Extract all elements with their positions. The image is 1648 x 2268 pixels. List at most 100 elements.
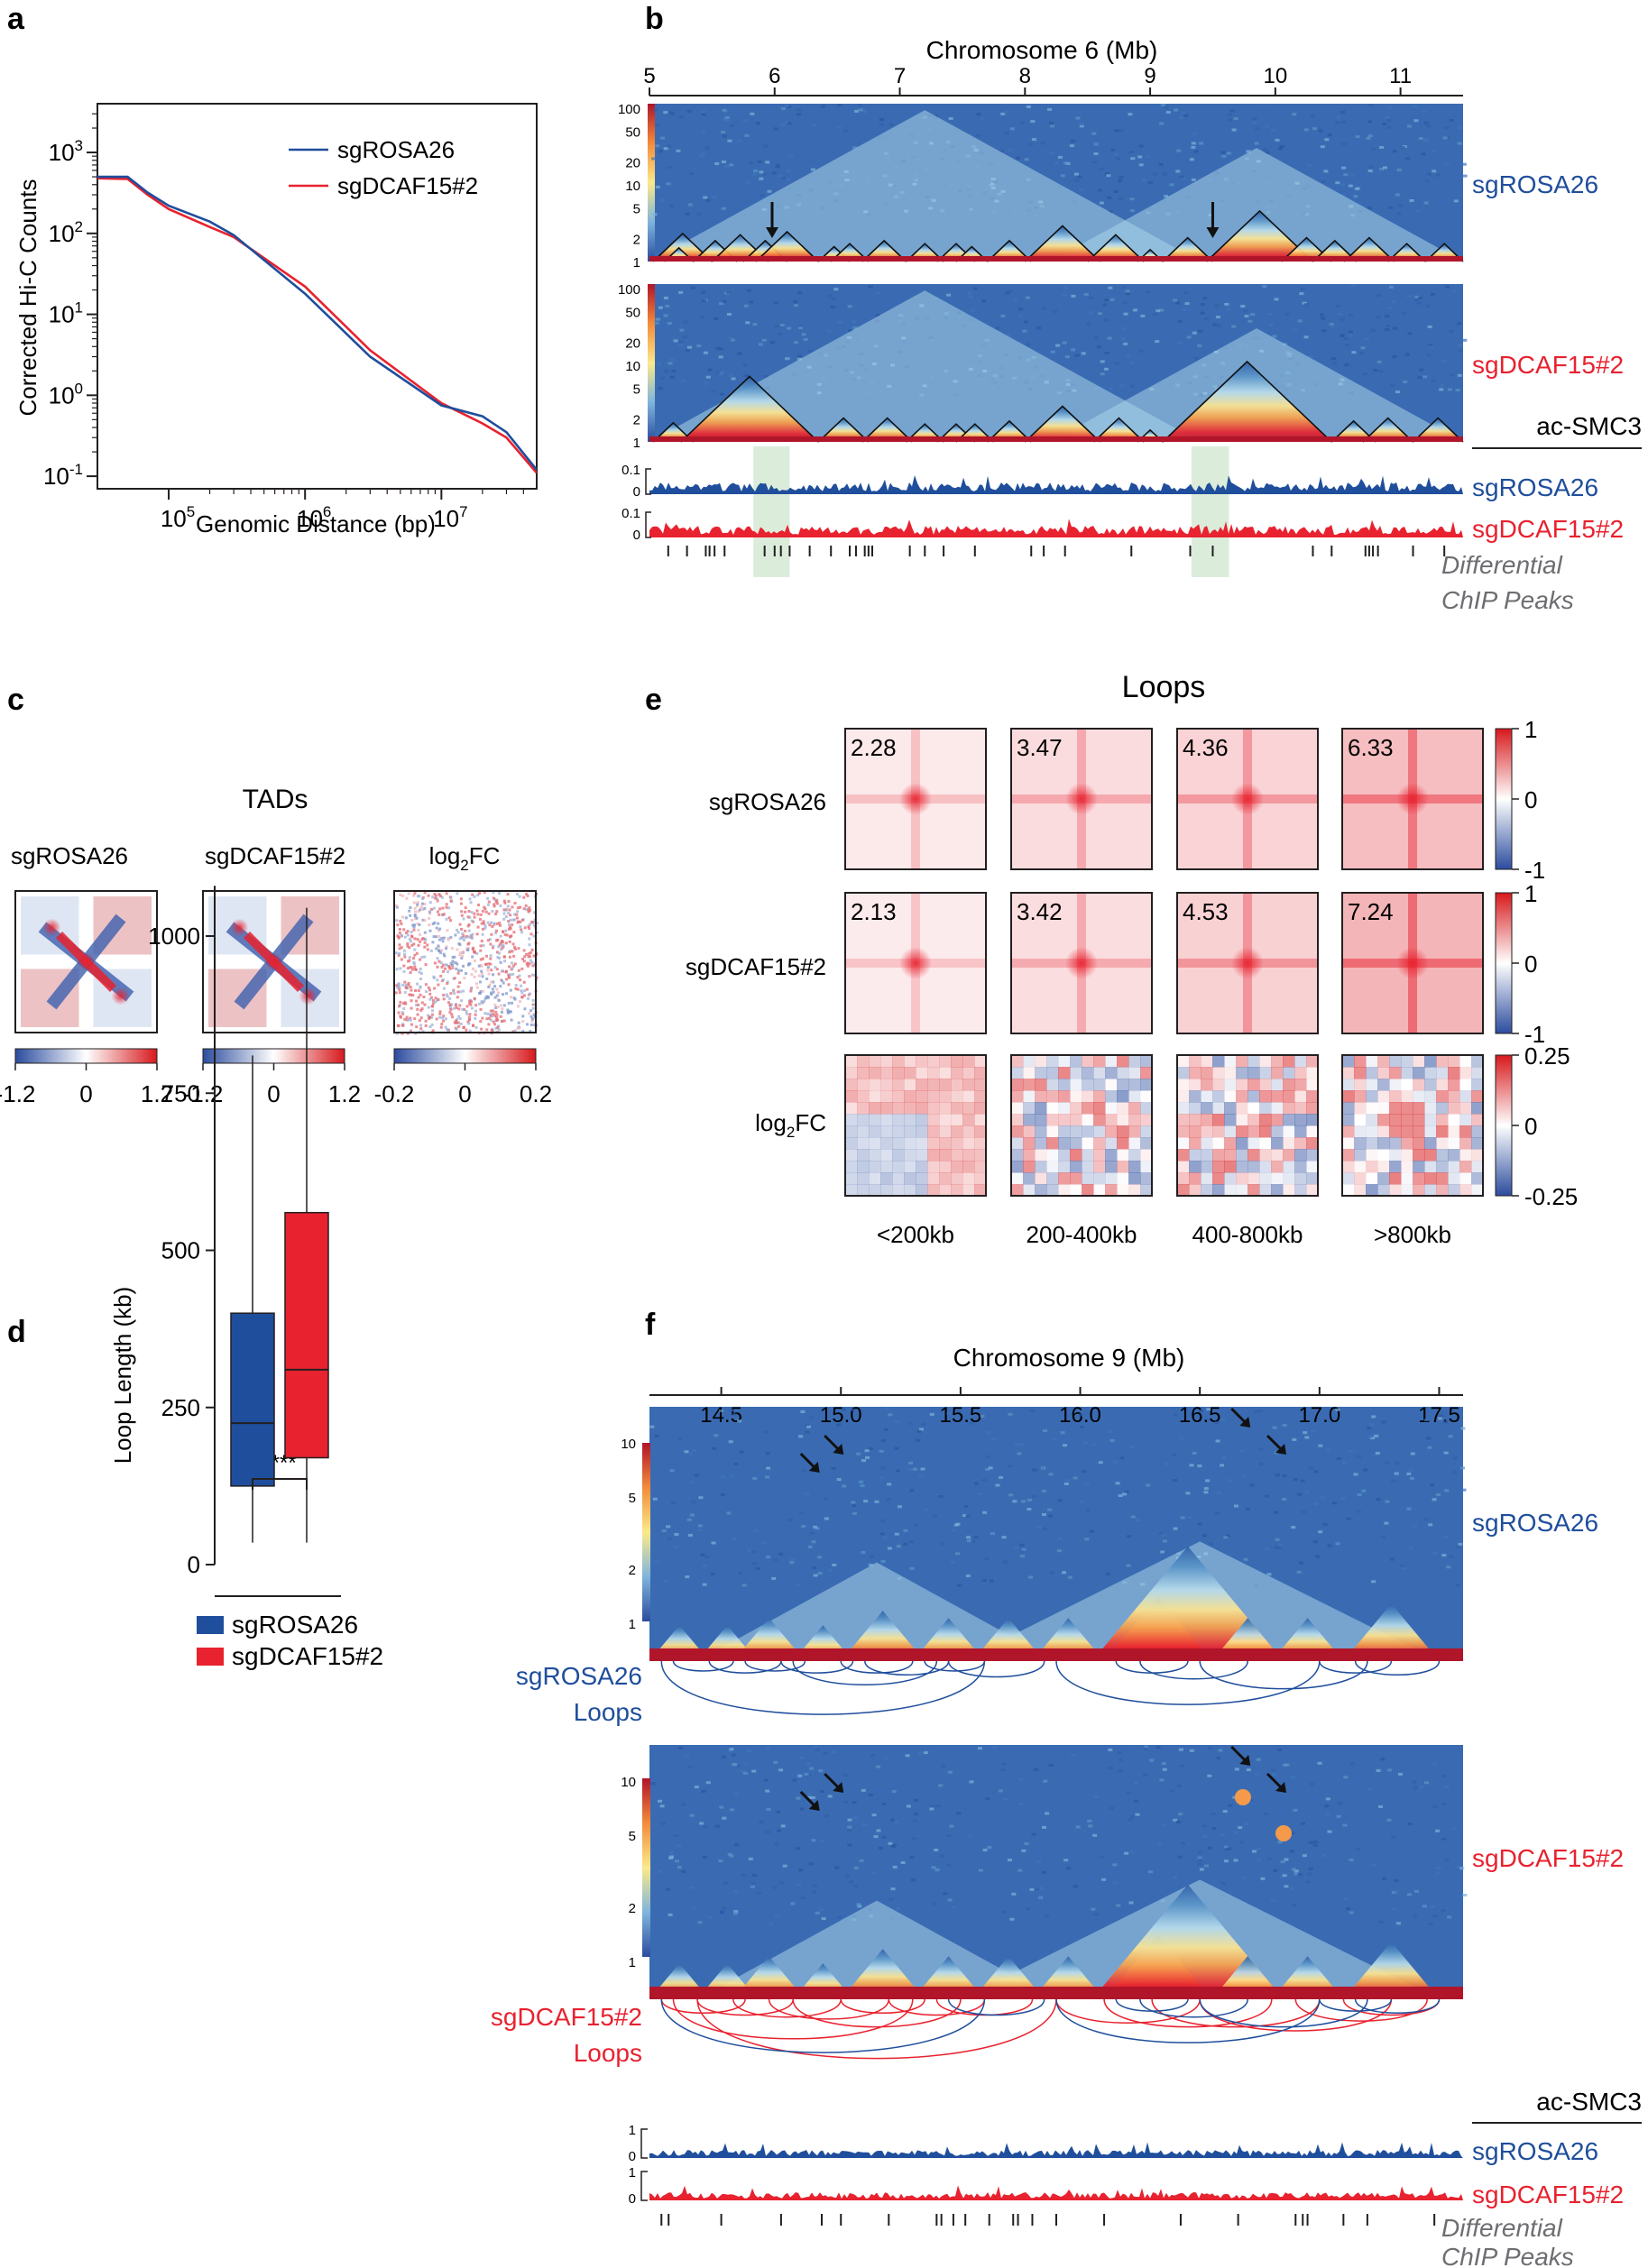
f-dcaf-noise (1234, 1768, 1239, 1771)
f-dcaf-noise (796, 1796, 801, 1800)
panel-e-fc-cell (1354, 1055, 1367, 1068)
panel-f-loop-rosa-1 (708, 1660, 782, 1674)
b-dcaf-noise (1217, 324, 1222, 327)
f-dcaf-noise (1018, 1777, 1024, 1781)
panel-e-fc-cell (1366, 1090, 1378, 1103)
panel-e-fc-cell (892, 1125, 905, 1138)
b-rosa-noise (854, 109, 859, 113)
b-dcaf-noise (1332, 362, 1337, 365)
b-dcaf-noise (719, 392, 724, 396)
panel-e-fc-cell (1011, 1090, 1024, 1103)
b-dcaf-scale-label-0: 100 (618, 282, 640, 298)
panel-c-fc-pixel (492, 980, 495, 984)
f-rosa-noise (1367, 1435, 1373, 1438)
f-rosa-noise (813, 1574, 818, 1577)
panel-c-fc-pixel (502, 908, 506, 912)
panel-c-fc-pixel (445, 947, 447, 950)
b-rosa-noise (1233, 117, 1238, 120)
panel-e-fc-cell (1140, 1184, 1153, 1197)
panel-c-fc-pixel (460, 936, 464, 939)
panel-e-fc-cell (1140, 1172, 1153, 1185)
panel-c-fc-pixel (424, 1019, 428, 1023)
b-dcaf-noise (852, 320, 857, 324)
panel-c-fc-pixel (438, 1012, 442, 1015)
b-dcaf-noise (807, 349, 813, 353)
b-dcaf-noise (761, 338, 767, 342)
f-dcaf-noise (824, 1814, 830, 1818)
panel-e-fc-cell (1082, 1184, 1094, 1197)
chip9-track-label-sgrosa26: sgROSA26 (1472, 2137, 1598, 2165)
panel-c-fc-pixel (434, 996, 437, 1000)
f-dcaf-noise (747, 1749, 752, 1753)
panel-f-diff-label-1: Differential (1441, 2214, 1563, 2242)
f-rosa-noise (654, 1434, 659, 1437)
panel-e-fc-cell (892, 1149, 905, 1162)
panel-e-fc-cell (1011, 1114, 1024, 1126)
b-rosa-tad-outline-9 (905, 243, 944, 262)
panel-e-fc-cell (869, 1114, 881, 1126)
b-dcaf-noise (778, 333, 783, 335)
panel-c-fc-pixel (404, 983, 408, 987)
f-rosa-noise (971, 1539, 976, 1543)
b-dcaf-noise (1214, 304, 1220, 308)
b-rosa-noise (1392, 150, 1397, 153)
b-dcaf-noise (1330, 325, 1335, 328)
panel-c-fc-pixel (438, 950, 442, 954)
panel-e-frame-1-1 (1010, 892, 1153, 1034)
panel-e-fc-cell (1035, 1137, 1047, 1150)
panel-c-fc-pixel (499, 904, 502, 907)
b-dcaf-noise (1103, 367, 1109, 371)
f-dcaf-noise (1342, 1823, 1348, 1827)
f-dcaf-noise (1263, 1813, 1268, 1816)
b-dcaf-noise (747, 289, 751, 292)
f-dcaf-noise (847, 1825, 852, 1829)
b-rosa-noise (1047, 107, 1053, 111)
f-rosa-noise (842, 1484, 847, 1488)
panel-c-fc-pixel (511, 1001, 513, 1005)
f-rosa-noise (694, 1474, 699, 1477)
panel-e-fc-cell (1105, 1161, 1118, 1173)
panel-c-fc-pixel (398, 1005, 401, 1008)
b-dcaf-noise (696, 344, 702, 348)
panel-b-chip-bracket-rosa (645, 468, 651, 495)
panel-c-fc-pixel (413, 914, 417, 917)
panel-e-fc-cell (1236, 1161, 1248, 1173)
panel-e-fc-cell (1459, 1055, 1472, 1068)
panel-c-fc-pixel (435, 926, 438, 930)
f-rosa-noise (1063, 1444, 1068, 1447)
b-dcaf-tad-outline-8 (1024, 405, 1101, 443)
f-rosa-noise (1036, 1525, 1042, 1529)
panel-c-fc-pixel (532, 923, 536, 927)
panel-e-fc-cell (1342, 1172, 1355, 1185)
panel-e-fc-cell (1082, 1055, 1094, 1068)
panel-c-fc-pixel (467, 1015, 471, 1019)
b-dcaf-noise (1451, 289, 1457, 293)
b-dcaf-noise (730, 338, 735, 342)
b-dcaf-noise (1140, 314, 1146, 317)
f-rosa-noise (1448, 1435, 1453, 1438)
panel-c-fc-pixel (404, 916, 408, 920)
b-rosa-noise (1386, 106, 1392, 110)
f-rosa-noise (923, 1508, 928, 1511)
panel-e-fc-cell (951, 1125, 963, 1138)
f-dcaf-noise (1367, 1787, 1373, 1791)
b-rosa-noise (1129, 197, 1135, 201)
panel-c-fc-pixel (523, 926, 527, 930)
f-rosa-noise (824, 1517, 829, 1520)
panel-f-chip-scale-top-dcaf: 1 (629, 2165, 636, 2181)
panel-e-fc-cell (1354, 1102, 1367, 1115)
panel-e-fc-cell (1248, 1055, 1260, 1068)
panel-c-fc-pixel (438, 907, 442, 911)
panel-e-fc-cell (927, 1161, 940, 1173)
b-dcaf-noise (677, 343, 683, 346)
panel-c-fc-pixel (480, 969, 483, 973)
panel-c-fc-pixel (469, 934, 473, 938)
panel-c-fc-pixel (455, 1027, 458, 1031)
panel-e-fc-cell (1093, 1079, 1106, 1091)
panel-e-fc-cell (1023, 1161, 1036, 1173)
panel-c-fc-pixel (398, 991, 401, 995)
f-dcaf-noise (765, 1831, 770, 1833)
b-rosa-noise (721, 207, 726, 210)
f-dcaf-noise (650, 1782, 656, 1786)
panel-c-fc-pixel (453, 992, 456, 996)
